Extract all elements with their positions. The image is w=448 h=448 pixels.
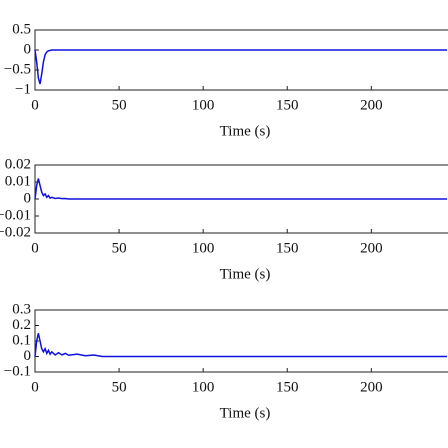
y-tick-label: 0 — [24, 190, 32, 206]
y-tick-label: −0.02 — [0, 224, 31, 240]
y-tick-label: 0 — [24, 41, 32, 57]
y-tick-label: 0.02 — [5, 156, 31, 172]
x-axis-label: Time (s) — [220, 266, 271, 282]
data-line — [34, 49, 447, 85]
x-tick-label: 50 — [112, 240, 127, 256]
x-tick-label: 50 — [112, 379, 127, 395]
y-tick-label: 0.1 — [12, 332, 31, 348]
x-tick-label: 0 — [31, 240, 39, 256]
y-tick-label: 0.5 — [12, 21, 31, 37]
y-tick-label: −0.1 — [4, 363, 31, 379]
x-tick-label: 100 — [192, 240, 215, 256]
data-line — [34, 333, 447, 358]
x-tick-label: 200 — [360, 240, 383, 256]
plot-frame — [34, 29, 448, 91]
x-tick-label: 100 — [192, 97, 215, 113]
x-tick-label: 0 — [31, 379, 39, 395]
y-tick-label: 0.2 — [12, 317, 31, 333]
x-tick-label: 0 — [31, 97, 39, 113]
x-tick-label: 150 — [276, 379, 299, 395]
x-axis-label: Time (s) — [220, 405, 271, 421]
y-tick-label: −0.01 — [0, 207, 31, 223]
data-line — [34, 178, 447, 200]
y-tick-label: 0.3 — [12, 301, 31, 317]
x-axis-label: Time (s) — [220, 123, 271, 139]
x-tick-label: 100 — [192, 379, 215, 395]
x-tick-label: 150 — [276, 240, 299, 256]
y-tick-label: 0 — [24, 348, 32, 364]
y-tick-label: 0.01 — [5, 173, 31, 189]
x-tick-label: 200 — [360, 379, 383, 395]
x-tick-label: 150 — [276, 97, 299, 113]
x-tick-label: 200 — [360, 97, 383, 113]
y-tick-label: −1 — [15, 81, 31, 97]
x-tick-label: 50 — [112, 97, 127, 113]
plot-frame — [34, 309, 448, 373]
y-tick-label: −0.5 — [4, 61, 31, 77]
